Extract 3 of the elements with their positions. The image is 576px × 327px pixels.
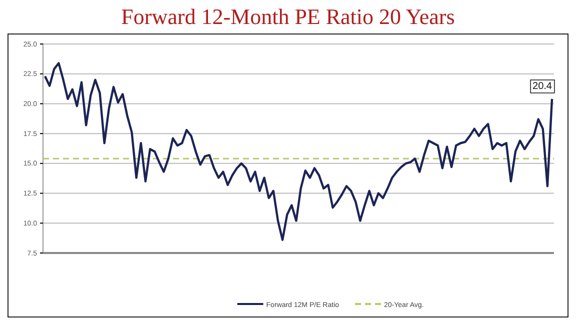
chart-title: Forward 12-Month PE Ratio 20 Years xyxy=(121,4,455,29)
data-label: 20.4 xyxy=(532,80,552,92)
line-series xyxy=(44,62,554,241)
